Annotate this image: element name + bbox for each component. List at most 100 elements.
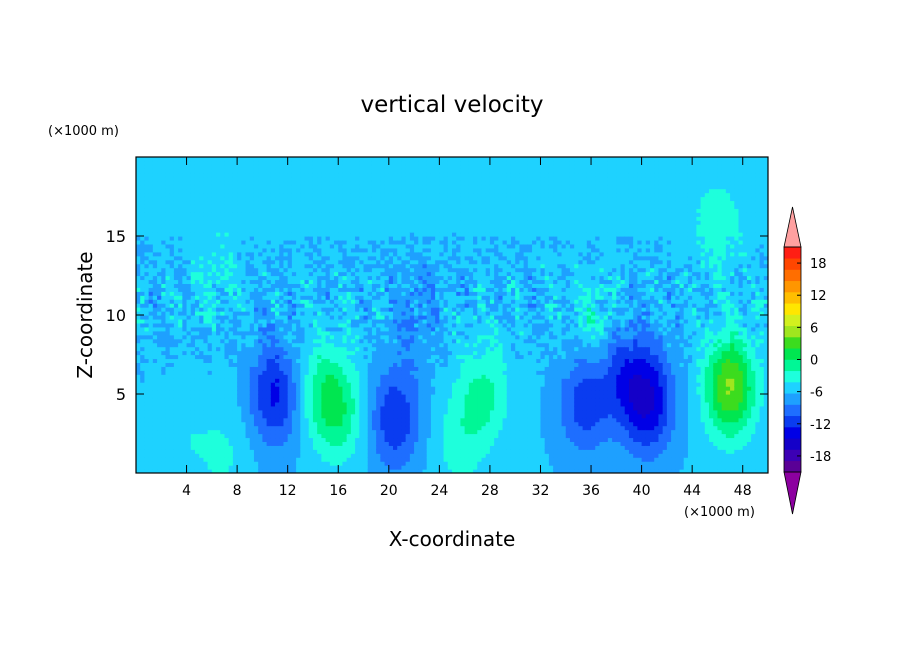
heatmap-cell: [283, 271, 289, 277]
heatmap-cell: [363, 405, 369, 411]
heatmap-cell: [157, 157, 162, 162]
heatmap-cell: [270, 255, 276, 261]
heatmap-cell: [334, 299, 339, 304]
heatmap-cell: [140, 358, 146, 363]
heatmap-cell: [194, 216, 200, 221]
heatmap-cell: [199, 413, 205, 419]
heatmap-cell: [220, 413, 226, 419]
heatmap-cell: [190, 449, 196, 454]
heatmap-cell: [317, 220, 322, 225]
heatmap-cell: [329, 366, 335, 371]
heatmap-cell: [216, 295, 221, 300]
heatmap-cell: [384, 461, 390, 466]
heatmap-cell: [317, 299, 322, 304]
heatmap-cell: [152, 303, 158, 308]
heatmap-cell: [296, 180, 301, 186]
heatmap-cell: [350, 401, 356, 407]
heatmap-cell: [371, 236, 377, 241]
heatmap-cell: [367, 283, 373, 288]
heatmap-cell: [350, 394, 356, 399]
heatmap-cell: [321, 433, 327, 439]
heatmap-cell: [376, 176, 381, 182]
heatmap-cell: [304, 311, 310, 316]
heatmap-cell: [325, 184, 331, 190]
heatmap-cell: [321, 184, 327, 190]
heatmap-cell: [245, 378, 251, 383]
heatmap-cell: [312, 247, 318, 253]
heatmap-cell: [393, 465, 398, 470]
heatmap-cell: [161, 303, 167, 308]
heatmap-cell: [380, 465, 386, 470]
heatmap-cell: [237, 386, 242, 391]
heatmap-cell: [384, 291, 390, 296]
heatmap-cell: [165, 370, 171, 375]
heatmap-cell: [287, 188, 293, 194]
heatmap-cell: [232, 378, 238, 383]
heatmap-cell: [182, 366, 188, 371]
heatmap-cell: [258, 184, 263, 190]
heatmap-cell: [287, 386, 293, 391]
heatmap-cell: [224, 279, 230, 284]
heatmap-cell: [199, 279, 205, 284]
heatmap-cell: [241, 457, 247, 462]
heatmap-cell: [355, 188, 360, 194]
heatmap-cell: [283, 200, 289, 205]
heatmap-cell: [266, 180, 272, 186]
heatmap-cell: [253, 164, 259, 170]
heatmap-cell: [186, 287, 192, 292]
heatmap-cell: [207, 212, 213, 217]
heatmap-cell: [216, 338, 221, 344]
heatmap-cell: [384, 164, 390, 170]
heatmap-cell: [393, 255, 398, 261]
heatmap-cell: [321, 449, 327, 454]
heatmap-cell: [249, 160, 255, 166]
heatmap-cell: [371, 267, 377, 273]
heatmap-cell: [232, 267, 238, 273]
heatmap-cell: [241, 397, 247, 403]
heatmap-cell: [152, 164, 158, 170]
heatmap-cell: [237, 429, 242, 435]
heatmap-cell: [224, 263, 230, 269]
heatmap-cell: [350, 200, 356, 205]
heatmap-cell: [329, 279, 335, 284]
heatmap-cell: [262, 429, 268, 435]
heatmap-cell: [186, 401, 192, 407]
heatmap-cell: [237, 303, 242, 308]
heatmap-cell: [296, 239, 301, 245]
heatmap-cell: [270, 453, 276, 458]
heatmap-cell: [253, 251, 259, 257]
heatmap-cell: [355, 413, 360, 419]
heatmap-cell: [376, 263, 381, 269]
heatmap-cell: [178, 275, 183, 281]
heatmap-cell: [262, 413, 268, 419]
heatmap-cell: [232, 390, 238, 395]
heatmap-cell: [245, 200, 251, 205]
heatmap-cell: [338, 236, 344, 241]
heatmap-cell: [165, 243, 171, 249]
heatmap-cell: [266, 164, 272, 170]
heatmap-cell: [232, 212, 238, 217]
heatmap-cell: [384, 180, 390, 186]
heatmap-cell: [258, 188, 263, 194]
heatmap-cell: [275, 445, 280, 450]
heatmap-cell: [258, 164, 263, 170]
heatmap-cell: [228, 259, 234, 265]
heatmap-cell: [224, 283, 230, 288]
heatmap-cell: [207, 358, 213, 363]
heatmap-cell: [258, 216, 263, 221]
heatmap-cell: [342, 271, 348, 277]
heatmap-cell: [393, 378, 398, 383]
heatmap-cell: [266, 184, 272, 190]
heatmap-cell: [186, 160, 192, 166]
heatmap-cell: [249, 172, 255, 178]
heatmap-cell: [207, 342, 213, 348]
heatmap-cell: [321, 453, 327, 458]
heatmap-cell: [249, 350, 255, 356]
heatmap-cell: [140, 354, 146, 360]
heatmap-cell: [194, 453, 200, 458]
heatmap-cell: [312, 192, 318, 198]
heatmap-cell: [359, 200, 365, 205]
heatmap-cell: [283, 358, 289, 363]
heatmap-cell: [161, 247, 167, 253]
heatmap-cell: [359, 315, 365, 320]
